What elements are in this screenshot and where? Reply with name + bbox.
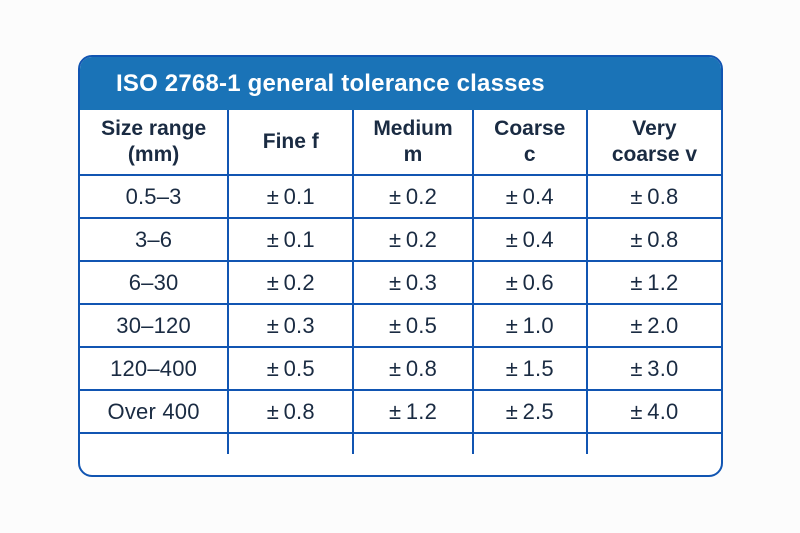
column-header-fine: Fine f [227, 110, 355, 176]
table-row: 3–6 ± 0.1 ± 0.2 ± 0.4 ± 0.8 [80, 217, 721, 262]
empty-cell [352, 432, 474, 454]
column-header-line: Size range [101, 117, 207, 141]
tolerance-cell: ± 0.1 [227, 174, 355, 219]
size-range-cell: 120–400 [80, 346, 230, 391]
column-header-line: coarse v [611, 143, 698, 166]
column-header-line: c [523, 143, 536, 166]
tolerance-cell: ± 0.6 [471, 260, 588, 305]
table-row: Over 400 ± 0.8 ± 1.2 ± 2.5 ± 4.0 [80, 389, 721, 434]
column-header-line: Fine f [262, 130, 319, 154]
tolerance-cell: ± 0.2 [352, 174, 474, 219]
tolerance-cell: ± 0.8 [585, 174, 721, 219]
tolerance-table-card: ISO 2768-1 general tolerance classes Siz… [78, 55, 723, 477]
size-range-cell: 30–120 [80, 303, 230, 348]
column-header-coarse: Coarse c [471, 110, 588, 176]
column-header-very-coarse: Very coarse v [585, 110, 721, 176]
tolerance-cell: ± 2.5 [471, 389, 588, 434]
tolerance-cell: ± 0.5 [227, 346, 355, 391]
tolerance-cell: ± 1.2 [585, 260, 721, 305]
tolerance-cell: ± 0.3 [227, 303, 355, 348]
table-row: 6–30 ± 0.2 ± 0.3 ± 0.6 ± 1.2 [80, 260, 721, 305]
size-range-cell: 0.5–3 [80, 174, 230, 219]
tolerance-cell: ± 0.8 [585, 217, 721, 262]
column-header-line: Medium [373, 117, 453, 141]
tolerance-cell: ± 0.4 [471, 174, 588, 219]
size-range-cell: Over 400 [80, 389, 230, 434]
size-range-cell: 6–30 [80, 260, 230, 305]
tolerance-cell: ± 0.2 [352, 217, 474, 262]
tolerance-cell: ± 0.5 [352, 303, 474, 348]
tolerance-cell: ± 0.8 [227, 389, 355, 434]
column-header-line: m [403, 143, 423, 166]
column-header-medium: Medium m [352, 110, 474, 176]
tolerance-table: Size range (mm) Fine f Medium m Coarse c… [80, 110, 721, 454]
table-row: 30–120 ± 0.3 ± 0.5 ± 1.0 ± 2.0 [80, 303, 721, 348]
tolerance-cell: ± 0.2 [227, 260, 355, 305]
table-row: 120–400 ± 0.5 ± 0.8 ± 1.5 ± 3.0 [80, 346, 721, 391]
card-title: ISO 2768-1 general tolerance classes [116, 69, 545, 97]
tolerance-cell: ± 0.8 [352, 346, 474, 391]
column-header-line: (mm) [127, 143, 180, 166]
tolerance-cell: ± 2.0 [585, 303, 721, 348]
empty-cell [227, 432, 355, 454]
tolerance-cell: ± 0.1 [227, 217, 355, 262]
tolerance-cell: ± 4.0 [585, 389, 721, 434]
card-header: ISO 2768-1 general tolerance classes [80, 57, 721, 110]
tolerance-cell: ± 1.5 [471, 346, 588, 391]
empty-cell [471, 432, 588, 454]
empty-cell [80, 432, 230, 454]
tolerance-cell: ± 0.3 [352, 260, 474, 305]
column-header-size-range: Size range (mm) [80, 110, 230, 176]
tolerance-cell: ± 1.0 [471, 303, 588, 348]
tolerance-cell: ± 0.4 [471, 217, 588, 262]
table-row: 0.5–3 ± 0.1 ± 0.2 ± 0.4 ± 0.8 [80, 174, 721, 219]
tolerance-cell: ± 1.2 [352, 389, 474, 434]
column-header-line: Coarse [494, 117, 566, 141]
column-header-line: Very [632, 117, 677, 141]
column-header-row: Size range (mm) Fine f Medium m Coarse c… [80, 110, 721, 176]
empty-row [80, 432, 721, 454]
tolerance-cell: ± 3.0 [585, 346, 721, 391]
empty-cell [585, 432, 721, 454]
size-range-cell: 3–6 [80, 217, 230, 262]
